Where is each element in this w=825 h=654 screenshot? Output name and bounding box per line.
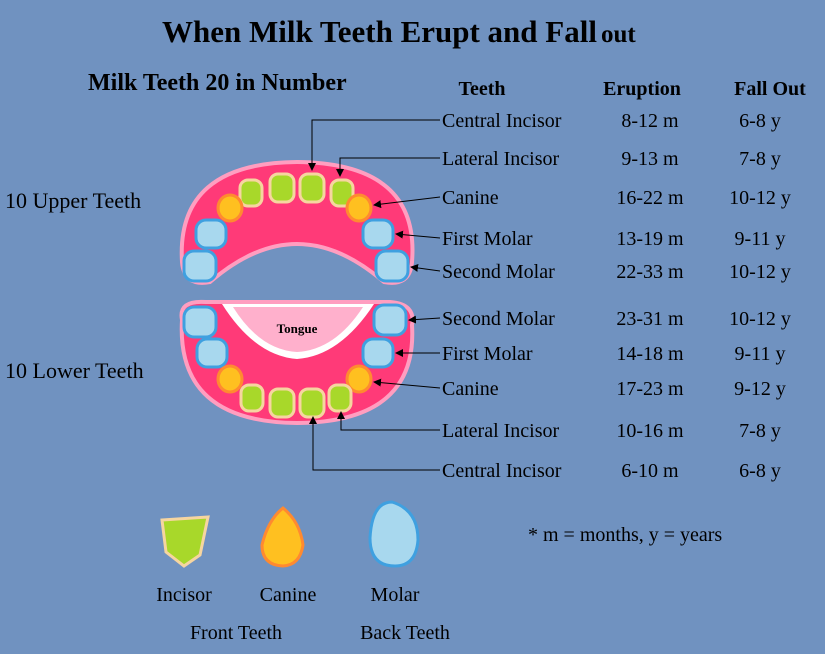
legend-label: Incisor <box>156 584 212 606</box>
eruption: 6-10 m <box>621 460 679 482</box>
tooth-name: Second Molar <box>442 308 555 330</box>
eruption: 10-16 m <box>616 420 684 442</box>
eruption: 8-12 m <box>621 110 679 132</box>
fall-out: 10-12 y <box>729 187 791 209</box>
subtitle: Milk Teeth 20 in Number <box>88 70 347 96</box>
tooth-name: Lateral Incisor <box>442 420 559 442</box>
header: Fall Out <box>734 78 806 100</box>
fall-out: 7-8 y <box>739 420 781 442</box>
title: When Milk Teeth Erupt and Fall out <box>162 14 636 49</box>
header: Teeth <box>458 78 505 100</box>
eruption: 17-23 m <box>616 378 684 400</box>
fall-out: 7-8 y <box>739 148 781 170</box>
tongue-label: Tongue <box>277 321 318 336</box>
tooth-name: Second Molar <box>442 261 555 283</box>
lower-jaw: Tongue <box>179 299 415 426</box>
fall-out: 9-11 y <box>735 343 786 365</box>
fall-out: 9-11 y <box>735 228 786 250</box>
header: Eruption <box>603 78 681 100</box>
tooth-name: First Molar <box>442 343 533 365</box>
legend-label: Molar <box>371 584 420 606</box>
lower-label: 10 Lower Teeth <box>5 358 144 383</box>
upper-label: 10 Upper Teeth <box>5 188 141 213</box>
tooth-name: First Molar <box>442 228 533 250</box>
upper-jaw <box>179 159 415 285</box>
eruption: 13-19 m <box>616 228 684 250</box>
tooth-name: Canine <box>442 187 499 209</box>
table: Central Incisor 8-12 m 6-8 y Lateral Inciso… <box>442 110 791 482</box>
eruption: 16-22 m <box>616 187 684 209</box>
fall-out: 6-8 y <box>739 460 781 482</box>
legend-group: Back Teeth <box>360 622 450 644</box>
legend-group: Front Teeth <box>190 622 282 644</box>
fall-out: 9-12 y <box>734 378 786 400</box>
note: * m = months, y = years <box>528 524 722 546</box>
fall-out: 10-12 y <box>729 261 791 283</box>
eruption: 9-13 m <box>621 148 679 170</box>
pointers <box>308 119 441 471</box>
eruption: 23-31 m <box>616 308 684 330</box>
tooth-name: Central Incisor <box>442 460 562 482</box>
eruption: 22-33 m <box>616 261 684 283</box>
tooth-name: Central Incisor <box>442 110 562 132</box>
tooth-name: Lateral Incisor <box>442 148 559 170</box>
legend: Incisor Canine Molar Front Teeth Back Te… <box>156 500 450 644</box>
eruption: 14-18 m <box>616 343 684 365</box>
fall-out: 10-12 y <box>729 308 791 330</box>
legend-label: Canine <box>260 584 317 606</box>
tooth-name: Canine <box>442 378 499 400</box>
fall-out: 6-8 y <box>739 110 781 132</box>
